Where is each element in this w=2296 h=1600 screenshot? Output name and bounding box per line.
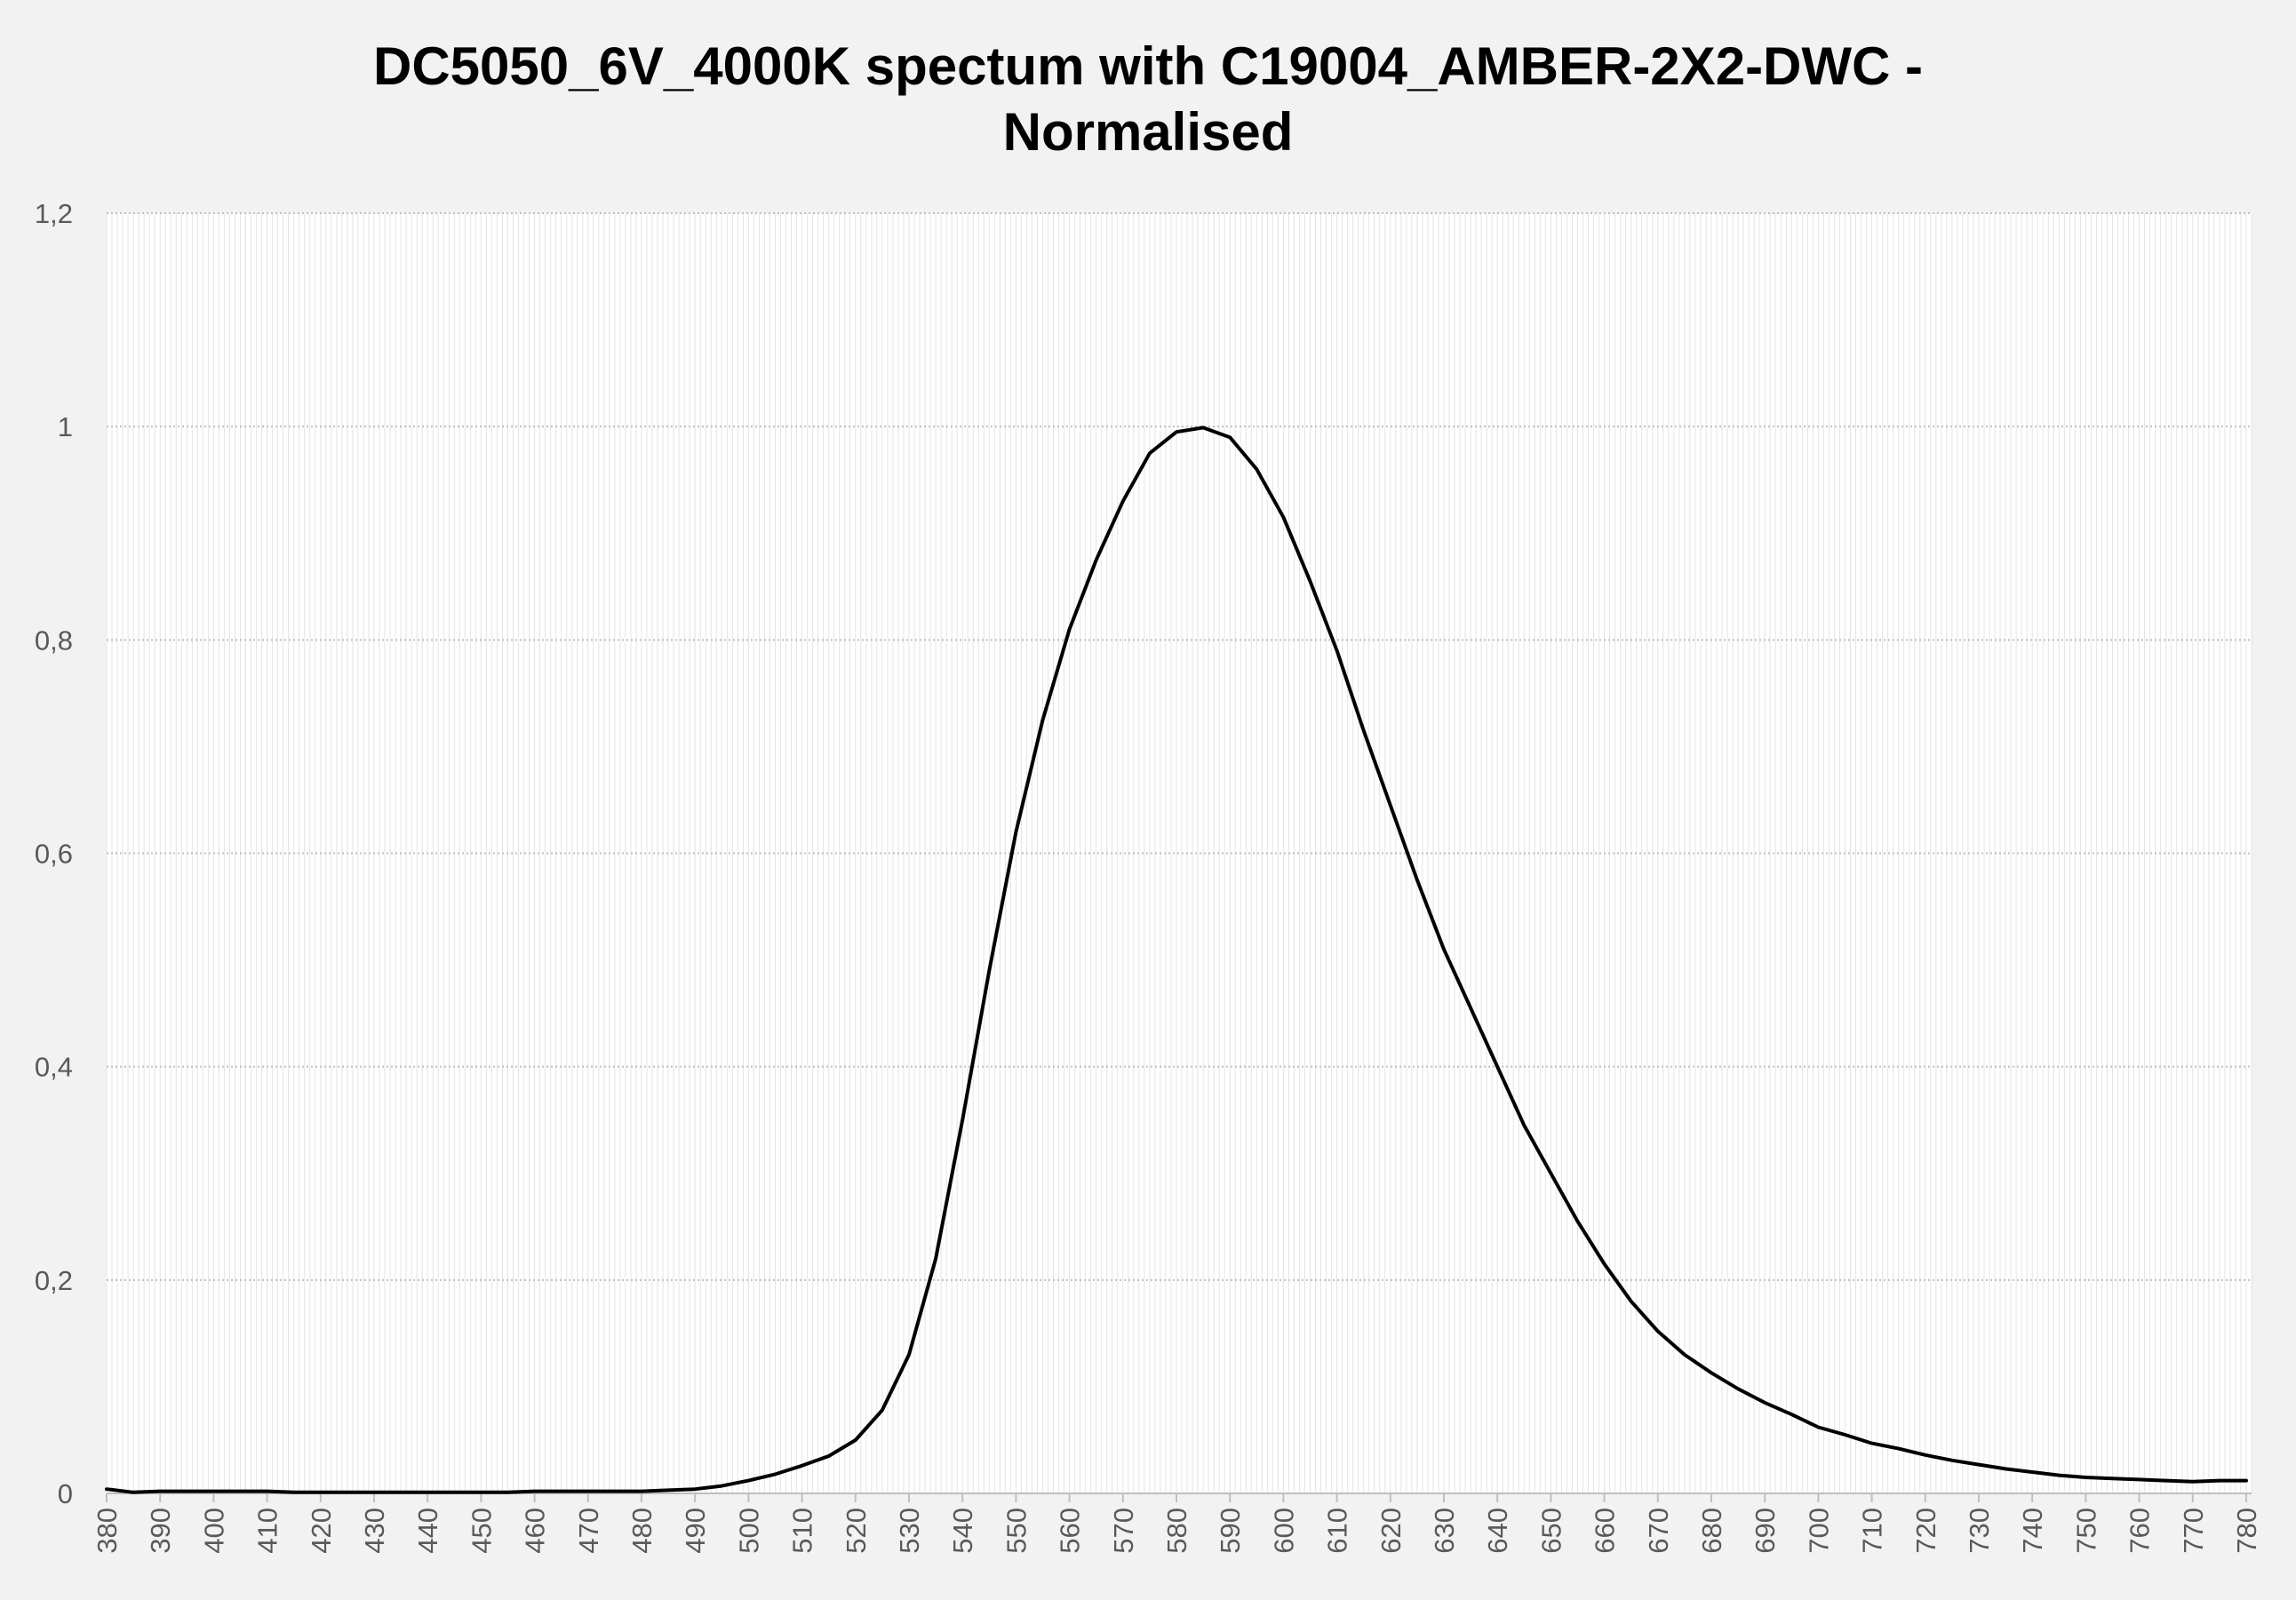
x-tick-label: 380: [92, 1508, 123, 1554]
x-tick-label: 610: [1322, 1508, 1353, 1554]
y-tick-label: 0,8: [35, 625, 73, 656]
x-tick-label: 420: [306, 1508, 337, 1554]
x-tick-label: 530: [894, 1508, 925, 1554]
x-tick-label: 750: [2070, 1508, 2101, 1554]
chart-title-line2: Normalised: [1002, 102, 1294, 162]
x-tick-label: 520: [841, 1508, 872, 1554]
x-tick-label: 500: [733, 1508, 764, 1554]
x-tick-label: 490: [680, 1508, 711, 1554]
x-tick-label: 590: [1215, 1508, 1246, 1554]
x-tick-label: 780: [2231, 1508, 2262, 1554]
x-tick-label: 600: [1268, 1508, 1299, 1554]
x-tick-label: 630: [1429, 1508, 1460, 1554]
x-tick-label: 710: [1857, 1508, 1888, 1554]
x-tick-label: 480: [626, 1508, 658, 1554]
x-tick-label: 560: [1055, 1508, 1086, 1554]
x-tick-label: 770: [2178, 1508, 2209, 1554]
x-tick-label: 390: [145, 1508, 176, 1554]
y-tick-label: 1: [58, 411, 73, 442]
x-tick-label: 760: [2125, 1508, 2156, 1554]
x-tick-label: 740: [2017, 1508, 2048, 1554]
x-tick-label: 690: [1750, 1508, 1781, 1554]
chart-title-line1: DC5050_6V_4000K spectum with C19004_AMBE…: [373, 36, 1923, 96]
x-tick-label: 680: [1696, 1508, 1727, 1554]
x-tick-label: 670: [1643, 1508, 1674, 1554]
x-tick-label: 410: [252, 1508, 283, 1554]
y-tick-label: 0,2: [35, 1265, 73, 1296]
y-tick-label: 0,4: [35, 1052, 73, 1083]
x-tick-label: 700: [1803, 1508, 1834, 1554]
x-tick-label: 430: [359, 1508, 390, 1554]
y-tick-label: 0: [58, 1478, 73, 1509]
x-tick-label: 650: [1535, 1508, 1567, 1554]
x-tick-label: 730: [1964, 1508, 1995, 1554]
y-tick-label: 0,6: [35, 839, 73, 870]
x-tick-label: 540: [947, 1508, 978, 1554]
x-tick-label: 660: [1590, 1508, 1621, 1554]
y-tick-label: 1,2: [35, 198, 73, 229]
series-line: [105, 426, 2248, 1494]
chart-title: DC5050_6V_4000K spectum with C19004_AMBE…: [0, 34, 2296, 165]
x-tick-label: 450: [466, 1508, 497, 1554]
x-tick-label: 550: [1001, 1508, 1032, 1554]
x-tick-label: 570: [1108, 1508, 1139, 1554]
x-tick-label: 640: [1482, 1508, 1513, 1554]
x-tick-label: 620: [1375, 1508, 1407, 1554]
x-tick-label: 460: [520, 1508, 551, 1554]
x-tick-label: 440: [412, 1508, 443, 1554]
x-tick-label: 720: [1910, 1508, 1941, 1554]
x-tick-label: 580: [1161, 1508, 1192, 1554]
x-tick-label: 470: [573, 1508, 604, 1554]
x-tick-label: 400: [198, 1508, 229, 1554]
x-tick-label: 510: [787, 1508, 818, 1554]
